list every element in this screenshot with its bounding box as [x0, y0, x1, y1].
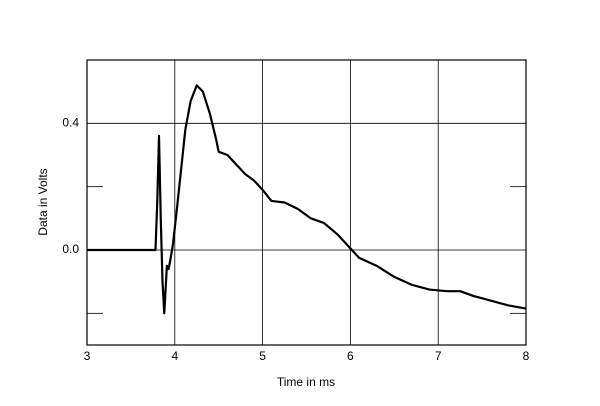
plot-frame — [86, 59, 527, 346]
data-line — [87, 84, 527, 315]
x-tick-label: 4 — [171, 349, 178, 363]
x-tick-label: 3 — [84, 349, 91, 363]
y-tick-label: 0.0 — [62, 242, 79, 256]
x-axis-label: Time in ms — [277, 375, 335, 389]
x-tick-label: 7 — [435, 349, 442, 363]
y-axis-label: Data in Volts — [36, 168, 50, 235]
y-tick-label: 0.4 — [62, 116, 79, 130]
x-tick-label: 8 — [523, 349, 530, 363]
x-tick-label: 5 — [259, 349, 266, 363]
x-tick-label: 6 — [347, 349, 354, 363]
